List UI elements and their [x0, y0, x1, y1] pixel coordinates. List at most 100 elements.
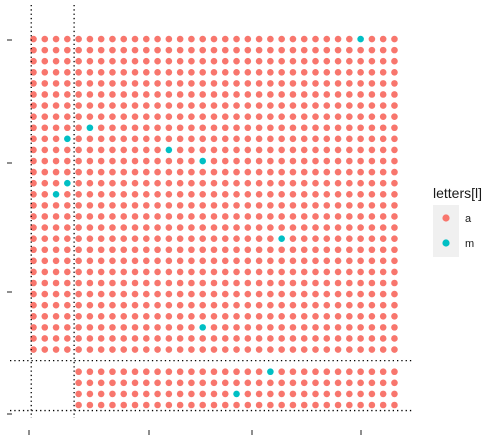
point-a	[75, 312, 82, 320]
point-a	[267, 268, 274, 276]
point-a	[267, 346, 274, 353]
point-a	[131, 80, 139, 87]
point-m	[267, 368, 274, 376]
point-a	[75, 346, 82, 353]
point-a	[120, 35, 128, 43]
point-a	[391, 190, 398, 198]
point-a	[278, 124, 285, 132]
point-a	[312, 135, 319, 143]
point-a	[97, 235, 105, 242]
point-a	[233, 335, 240, 342]
point-a	[75, 213, 82, 220]
point-a	[176, 35, 184, 43]
point-a	[300, 80, 308, 87]
point-a	[379, 346, 387, 353]
point-a	[278, 69, 285, 76]
point-a	[255, 324, 263, 331]
point-a	[52, 113, 60, 120]
point-a	[165, 235, 173, 242]
point-a	[199, 179, 206, 187]
point-a	[131, 257, 139, 265]
point-a	[368, 290, 376, 298]
point-a	[165, 335, 173, 342]
point-a	[52, 57, 60, 65]
point-a	[255, 35, 263, 43]
point-a	[334, 379, 342, 387]
point-a	[154, 290, 161, 298]
point-a	[154, 179, 161, 187]
point-a	[165, 379, 173, 387]
point-a	[143, 35, 150, 43]
point-a	[334, 246, 342, 254]
point-a	[210, 190, 218, 198]
point-a	[75, 102, 82, 109]
point-a	[323, 246, 331, 254]
point-a	[379, 168, 387, 176]
point-a	[165, 401, 173, 409]
point-a	[289, 135, 297, 143]
point-a	[278, 368, 285, 376]
point-a	[52, 35, 60, 43]
point-a	[312, 179, 319, 187]
point-a	[346, 390, 353, 398]
point-a	[368, 246, 376, 254]
point-a	[357, 69, 364, 76]
point-a	[97, 401, 105, 409]
point-a	[41, 69, 49, 76]
point-a	[52, 235, 60, 242]
point-a	[368, 346, 376, 353]
point-a	[176, 46, 184, 54]
point-a	[379, 91, 387, 98]
point-a	[255, 224, 263, 231]
point-a	[312, 113, 319, 120]
point-a	[75, 224, 82, 231]
point-a	[199, 46, 206, 54]
point-a	[86, 279, 94, 287]
point-a	[176, 346, 184, 353]
point-a	[109, 379, 116, 387]
point-a	[346, 135, 353, 143]
point-a	[323, 124, 331, 132]
point-a	[267, 135, 274, 143]
point-a	[97, 113, 105, 120]
point-a	[199, 235, 206, 242]
point-a	[176, 102, 184, 109]
point-a	[120, 401, 128, 409]
point-a	[199, 279, 206, 287]
point-a	[165, 224, 173, 231]
point-a	[300, 290, 308, 298]
point-a	[109, 57, 116, 65]
point-a	[346, 257, 353, 265]
point-a	[323, 69, 331, 76]
point-a	[391, 246, 398, 254]
point-a	[143, 268, 150, 276]
point-a	[357, 179, 364, 187]
point-a	[210, 157, 218, 165]
point-a	[221, 102, 229, 109]
point-a	[41, 57, 49, 65]
point-a	[267, 290, 274, 298]
point-a	[289, 268, 297, 276]
point-a	[199, 69, 206, 76]
point-a	[334, 46, 342, 54]
point-a	[199, 135, 206, 143]
reference-lines	[10, 5, 412, 418]
point-a	[210, 290, 218, 298]
point-a	[188, 368, 195, 376]
point-a	[300, 135, 308, 143]
point-a	[300, 368, 308, 376]
point-a	[143, 246, 150, 254]
point-a	[131, 301, 139, 309]
point-a	[255, 346, 263, 353]
point-a	[357, 346, 364, 353]
point-a	[188, 80, 195, 87]
point-a	[379, 102, 387, 109]
point-a	[334, 69, 342, 76]
point-a	[64, 279, 71, 287]
point-a	[64, 202, 71, 209]
point-a	[368, 57, 376, 65]
point-a	[244, 290, 252, 298]
point-a	[120, 235, 128, 242]
point-a	[334, 290, 342, 298]
point-m	[199, 324, 206, 331]
